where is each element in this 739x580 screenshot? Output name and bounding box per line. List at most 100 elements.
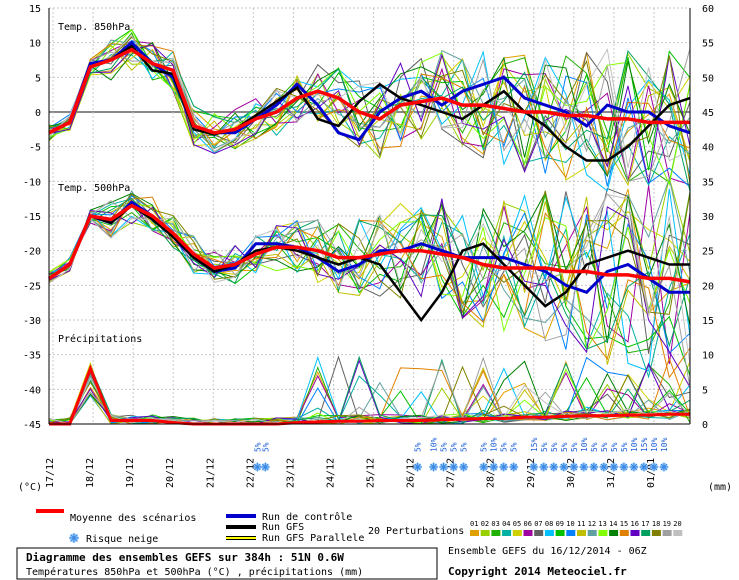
snowflake-arms	[489, 462, 499, 472]
snowflake-arms	[479, 462, 489, 472]
perturb-id-label: 07	[534, 520, 542, 528]
right-tick-label: 45	[702, 108, 714, 119]
legend-snow-label: Risque neige	[86, 534, 158, 545]
right-tick-label: 25	[702, 247, 714, 258]
snowflake-icon	[413, 462, 423, 472]
snow-risk-pct: 5%	[540, 442, 549, 452]
perturbation-legend: 01 02 03 04 05 06 07 08 09 10 11 12 13 14 15 16 17 18 19 20	[470, 520, 683, 536]
title-box	[16, 547, 438, 580]
snowflake-icon	[539, 462, 549, 472]
date-label: 22/12	[245, 458, 256, 488]
legend-mean-label: Moyenne des scénarios	[70, 512, 196, 524]
legend: Moyenne des scénarios Risque neige Run d…	[36, 509, 683, 545]
date-label: 17/12	[45, 458, 56, 488]
snow-risk-pct: 5%	[510, 442, 519, 452]
mean-precip-line	[49, 364, 690, 426]
right-tick-label: 20	[702, 281, 714, 292]
snowflake-arms	[579, 462, 589, 472]
left-tick-label: -15	[23, 212, 41, 223]
perturb-color-swatch	[619, 530, 629, 536]
member-t500-line	[48, 196, 691, 379]
perturb-id-label: 03	[491, 520, 499, 528]
snowflake-arms	[429, 462, 439, 472]
snow-risk-pct: 15%	[640, 437, 649, 452]
member-t850-line	[48, 32, 691, 184]
perturb-id-label: 10	[566, 520, 574, 528]
snowflake-icon	[569, 462, 579, 472]
snowflake-arms	[589, 462, 599, 472]
snowflake-arms	[529, 462, 539, 472]
snowflake-icon	[609, 462, 619, 472]
snowflake-icon	[459, 462, 469, 472]
date-label: 28/12	[486, 458, 497, 488]
member-t850-line	[48, 43, 691, 179]
snowflake-arms	[559, 462, 569, 472]
perturb-color-swatch	[470, 530, 479, 536]
snowflake-arms	[439, 462, 449, 472]
snowflake-arms	[629, 462, 639, 472]
right-tick-label: 50	[702, 73, 714, 84]
perturb-color-swatch	[544, 530, 554, 536]
perturb-id-label: 18	[652, 520, 660, 528]
snow-risk-pct: 5%	[600, 442, 609, 452]
snow-risk-pct: 10%	[650, 437, 659, 452]
snow-risk-pct: 5%	[414, 442, 423, 452]
perturb-id-label: 19	[663, 520, 671, 528]
member-t500-line	[48, 203, 691, 352]
date-label: 29/12	[526, 458, 537, 488]
snowflake-arms	[252, 462, 262, 472]
snowflake-icon	[439, 462, 449, 472]
perturb-id-label: 05	[513, 520, 521, 528]
member-t500-line	[48, 197, 691, 350]
gfs-t500-line	[48, 204, 690, 323]
date-label: 26/12	[406, 458, 417, 488]
snow-risk-pct: 15%	[530, 437, 539, 452]
snow-risk-pct: 5%	[610, 442, 619, 452]
snowflake-icon	[659, 462, 669, 472]
snowflake-arms	[609, 462, 619, 472]
date-label: 01/01	[646, 458, 657, 488]
perturb-color-swatch	[673, 530, 683, 536]
right-tick-label: 60	[702, 4, 714, 15]
legend-control-label: Run de contrôle	[262, 511, 352, 523]
left-tick-label: -35	[23, 351, 41, 362]
snowflake-arms	[599, 462, 609, 472]
perturb-color-swatch	[512, 530, 522, 536]
right-tick-label: 15	[702, 316, 714, 327]
snowflake-icon	[629, 462, 639, 472]
perturb-color-swatch	[609, 530, 619, 536]
snowflake-icon	[449, 462, 459, 472]
panel-label-t850: Temp. 850hPa	[58, 22, 130, 33]
snowflake-icon	[599, 462, 609, 472]
date-label: 19/12	[125, 458, 136, 488]
left-tick-label: -40	[23, 385, 41, 396]
perturb-color-swatch	[651, 530, 661, 536]
perturb-id-label: 06	[524, 520, 532, 528]
date-label: 21/12	[205, 458, 216, 488]
snowflake-arms	[413, 462, 423, 472]
snowflake-arms	[619, 462, 629, 472]
snow-risk-pct: 5%	[440, 442, 449, 452]
left-tick-label: -45	[23, 420, 41, 431]
snow-risk-pct: 5%	[480, 442, 489, 452]
snowflake-arms	[659, 462, 669, 472]
right-axis-unit: (mm)	[708, 482, 732, 493]
snowflake-arms	[639, 462, 649, 472]
date-label: 30/12	[566, 458, 577, 488]
left-tick-label: -25	[23, 281, 41, 292]
date-label: 20/12	[165, 458, 176, 488]
perturb-id-label: 08	[545, 520, 553, 528]
perturb-id-label: 09	[556, 520, 564, 528]
left-tick-label: -10	[23, 177, 41, 188]
chart-subtitle: Températures 850hPa et 500hPa (°C) , pré…	[26, 566, 363, 578]
snow-risk-pct: 10%	[660, 437, 669, 452]
snowflake-icon	[252, 462, 262, 472]
member-t850-line	[48, 43, 691, 192]
perturb-color-swatch	[523, 530, 533, 536]
perturb-color-swatch	[480, 530, 490, 536]
date-label: 23/12	[285, 458, 296, 488]
legend-gfs-par-label: Run GFS Parallele	[262, 533, 364, 544]
snow-risk-pct: 10%	[630, 437, 639, 452]
perturb-id-label: 15	[620, 520, 628, 528]
snowflake-icon	[549, 462, 559, 472]
